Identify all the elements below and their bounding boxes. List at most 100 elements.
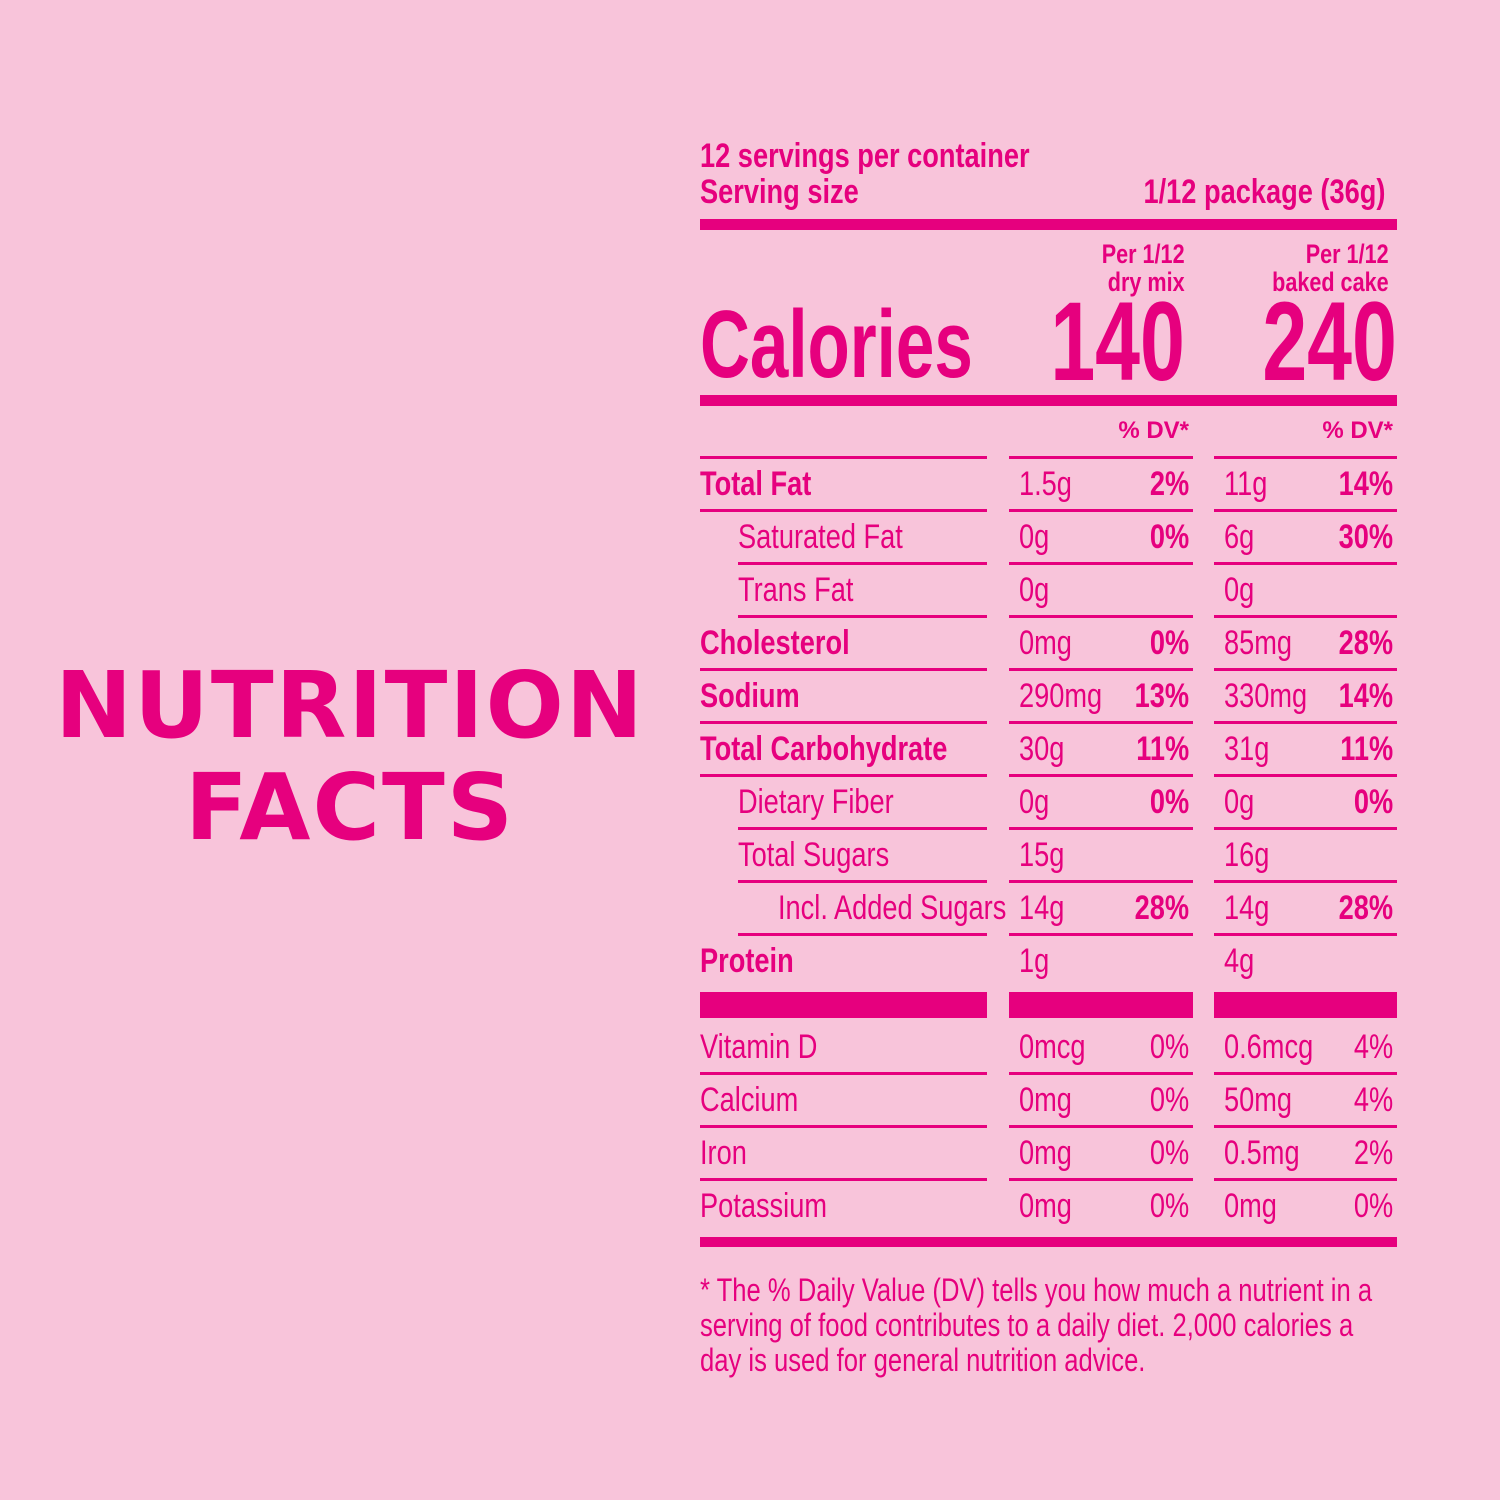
calories-dry-mix: 140 [1050,279,1185,404]
nutrient-name: Iron [700,1134,747,1172]
amount-baked-cake: 85mg [1224,624,1293,662]
vitamin-row: Potassium 0mg 0% 0mg 0% [700,1181,1397,1234]
dv-header: % DV* [1118,417,1189,444]
nutrient-name: Dietary Fiber [738,783,894,821]
amount-baked-cake: 14g [1224,889,1270,927]
amount-dry-mix: 1g [1019,942,1050,980]
dv-header-row: % DV* % DV* [700,406,1397,459]
nutrient-name: Total Fat [700,465,812,503]
dv-dry-mix: 0% [1149,1081,1189,1119]
dv-baked-cake: 14% [1338,677,1393,715]
amount-baked-cake: 0mg [1224,1187,1277,1225]
divider-thick [700,992,1397,1022]
amount-baked-cake: 0g [1224,783,1255,821]
heading-line-1: NUTRITION [55,652,645,759]
nutrient-name: Vitamin D [700,1028,818,1066]
dv-baked-cake: 28% [1338,624,1393,662]
heading-line-2: FACTS [184,754,516,861]
amount-dry-mix: 1.5g [1019,465,1072,503]
amount-baked-cake: 11g [1224,465,1268,503]
dv-baked-cake: 30% [1338,518,1393,556]
amount-baked-cake: 0.6mcg [1224,1028,1314,1066]
amount-baked-cake: 6g [1224,518,1255,556]
nutrient-row: Total Sugars 15g 16g [700,830,1397,883]
dv-baked-cake: 0% [1353,783,1393,821]
nutrient-row: Sodium 290mg 13% 330mg 14% [700,671,1397,724]
amount-baked-cake: 16g [1224,836,1270,874]
nutrient-row: Dietary Fiber 0g 0% 0g 0% [700,777,1397,830]
nutrient-row: Protein 1g 4g [700,936,1397,989]
nutrient-name: Protein [700,942,794,980]
amount-dry-mix: 0mcg [1019,1028,1086,1066]
nutrient-name: Cholesterol [700,624,850,662]
dv-dry-mix: 0% [1149,1187,1189,1225]
dv-dry-mix: 0% [1149,1028,1189,1066]
serving-size-label: Serving size [700,173,859,211]
dv-baked-cake: 2% [1353,1134,1393,1172]
dv-dry-mix: 13% [1134,677,1189,715]
serving-size-value: 1/12 package (36g) [1143,173,1385,211]
nutrient-name: Trans Fat [738,571,854,609]
serving-size-row: Serving size 1/12 package (36g) [700,174,1397,210]
amount-baked-cake: 31g [1224,730,1270,768]
footnote: * The % Daily Value (DV) tells you how m… [700,1272,1373,1378]
vitamin-row: Vitamin D 0mcg 0% 0.6mcg 4% [700,1022,1397,1075]
nutrient-row: Total Carbohydrate 30g 11% 31g 11% [700,724,1397,777]
amount-dry-mix: 14g [1019,889,1065,927]
divider-thick [700,395,1397,406]
amount-dry-mix: 0g [1019,518,1050,556]
amount-dry-mix: 0mg [1019,624,1072,662]
dv-baked-cake: 28% [1338,889,1393,927]
nutrient-name: Potassium [700,1187,827,1225]
amount-baked-cake: 330mg [1224,677,1308,715]
nutrient-name: Total Sugars [738,836,890,874]
nutrient-name: Saturated Fat [738,518,903,556]
dv-dry-mix: 28% [1134,889,1189,927]
amount-baked-cake: 0.5mg [1224,1134,1300,1172]
divider-thick [700,1237,1397,1247]
amount-dry-mix: 15g [1019,836,1065,874]
amount-dry-mix: 0mg [1019,1134,1072,1172]
nutrient-name: Calcium [700,1081,799,1119]
amount-baked-cake: 0g [1224,571,1255,609]
nutrient-row: Total Fat 1.5g 2% 11g 14% [700,459,1397,512]
column-head-dry-mix: Per 1/12 dry mix [1102,239,1185,297]
servings-per-container: 12 servings per container [700,137,1030,175]
dv-dry-mix: 11% [1136,730,1189,768]
dv-dry-mix: 0% [1149,518,1189,556]
dv-baked-cake: 14% [1338,465,1393,503]
nutrient-row: Cholesterol 0mg 0% 85mg 28% [700,618,1397,671]
nutrient-row: Incl. Added Sugars 14g 28% 14g 28% [700,883,1397,936]
dv-baked-cake: 4% [1353,1028,1393,1066]
dv-baked-cake: 0% [1353,1187,1393,1225]
amount-dry-mix: 30g [1019,730,1065,768]
nutrition-facts-heading: NUTRITION FACTS [40,655,660,859]
calories-baked-cake: 240 [1262,279,1397,404]
nutrient-row: Saturated Fat 0g 0% 6g 30% [700,512,1397,565]
dv-header: % DV* [1322,417,1393,444]
dv-dry-mix: 0% [1149,783,1189,821]
dv-dry-mix: 0% [1149,624,1189,662]
amount-dry-mix: 0g [1019,783,1050,821]
dv-baked-cake: 4% [1353,1081,1393,1119]
nutrient-name: Total Carbohydrate [700,730,948,768]
calories-label: Calories [700,291,973,398]
divider-thick [700,219,1397,230]
nutrient-row: Trans Fat 0g 0g [700,565,1397,618]
column-head-baked-cake: Per 1/12 baked cake [1272,239,1389,297]
dv-baked-cake: 11% [1340,730,1393,768]
vitamin-row: Iron 0mg 0% 0.5mg 2% [700,1128,1397,1181]
nutrient-name: Incl. Added Sugars [778,889,1007,927]
amount-dry-mix: 0g [1019,571,1050,609]
amount-baked-cake: 4g [1224,942,1255,980]
amount-dry-mix: 290mg [1019,677,1103,715]
calories-block: Per 1/12 dry mix Per 1/12 baked cake Cal… [700,230,1397,402]
amount-dry-mix: 0mg [1019,1081,1072,1119]
nutrient-table: % DV* % DV* Total Fat 1.5g 2% 11g 14% Saturat… [700,406,1397,1234]
nutrition-label: 12 servings per container Serving size 1… [700,138,1397,1378]
dv-dry-mix: 0% [1149,1134,1189,1172]
amount-baked-cake: 50mg [1224,1081,1293,1119]
nutrient-name: Sodium [700,677,800,715]
vitamin-row: Calcium 0mg 0% 50mg 4% [700,1075,1397,1128]
dv-dry-mix: 2% [1149,465,1189,503]
